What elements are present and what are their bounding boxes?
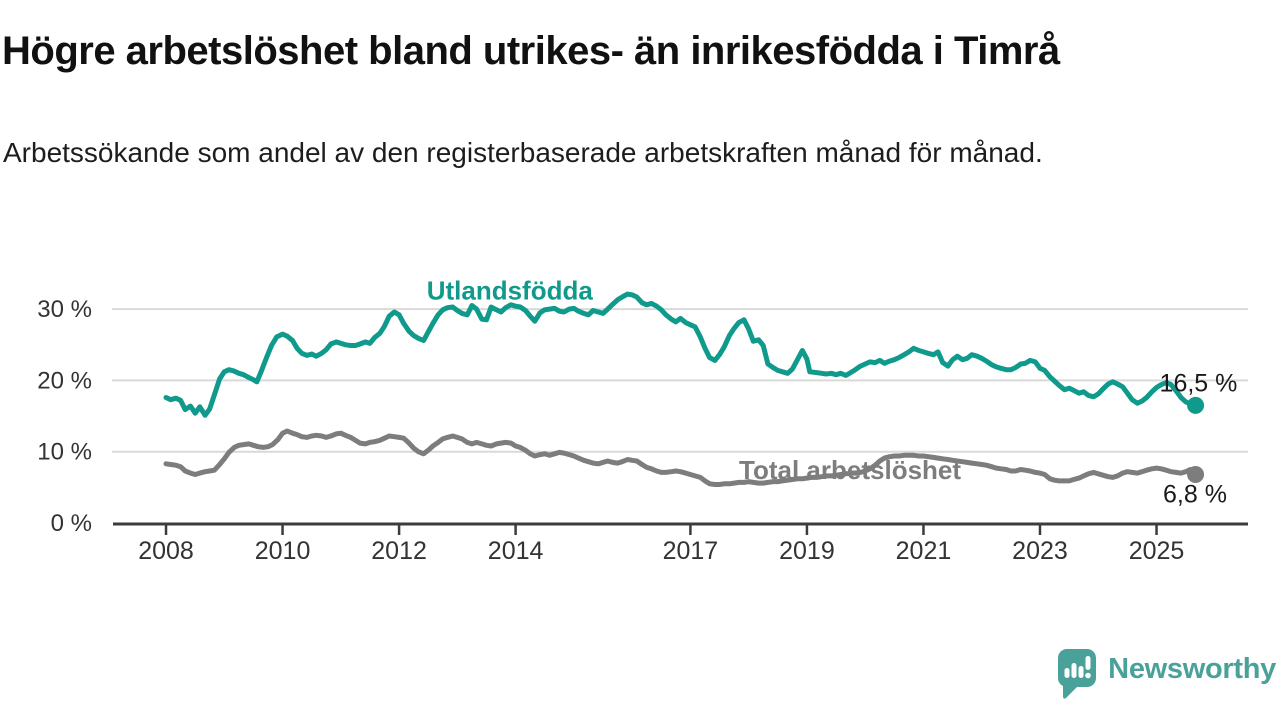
newsworthy-logo-icon	[1058, 649, 1097, 699]
line-chart: 0 % 10 % 20 % 30 % 2008 2010 2012 2014 2017 2019 2…	[37, 276, 1248, 565]
logo-bubble-tail	[1063, 682, 1080, 699]
page-title: Högre arbetslöshet bland utrikes- än inr…	[2, 29, 1060, 73]
x-axis-tick-label: 2021	[896, 537, 952, 565]
logo-bar-large	[1078, 666, 1084, 678]
newsworthy-logo-text: Newsworthy	[1108, 653, 1276, 685]
series-end-dot-utlandsfodda	[1187, 396, 1205, 414]
x-axis-tick-label: 2019	[779, 537, 835, 565]
series-label-total: Total arbetslöshet	[739, 455, 961, 485]
logo-bar-small	[1064, 668, 1070, 678]
x-axis-tick-label: 2014	[488, 537, 544, 565]
y-axis-tick-label: 10 %	[37, 439, 92, 466]
series-line-total	[163, 428, 1199, 487]
logo-exclamation-bar	[1085, 656, 1091, 670]
x-axis-tick-label: 2025	[1129, 537, 1185, 565]
series-label-utlandsfodda: Utlandsfödda	[427, 276, 594, 306]
series-line-utlandsfodda	[163, 291, 1199, 418]
x-axis-tick-label: 2017	[663, 537, 719, 565]
y-axis-tick-label: 20 %	[37, 367, 92, 394]
x-axis-tick-label: 2008	[138, 537, 194, 565]
end-value-label-utlandsfodda: 16,5 %	[1160, 369, 1238, 397]
x-axis-tick-label: 2010	[255, 537, 311, 565]
newsworthy-logo: Newsworthy	[1055, 646, 1276, 700]
x-axis-tick-label: 2023	[1012, 537, 1068, 565]
y-axis-tick-label: 30 %	[37, 296, 92, 323]
logo-bar-medium	[1071, 663, 1077, 678]
series-end-dot-total	[1187, 466, 1205, 484]
y-axis-tick-label: 0 %	[51, 510, 92, 537]
chart-subtitle: Arbetssökande som andel av den registerb…	[3, 137, 1043, 168]
logo-exclamation-dot	[1085, 672, 1091, 679]
end-value-label-total: 6,8 %	[1163, 480, 1227, 508]
x-axis-tick-label: 2012	[371, 537, 427, 565]
